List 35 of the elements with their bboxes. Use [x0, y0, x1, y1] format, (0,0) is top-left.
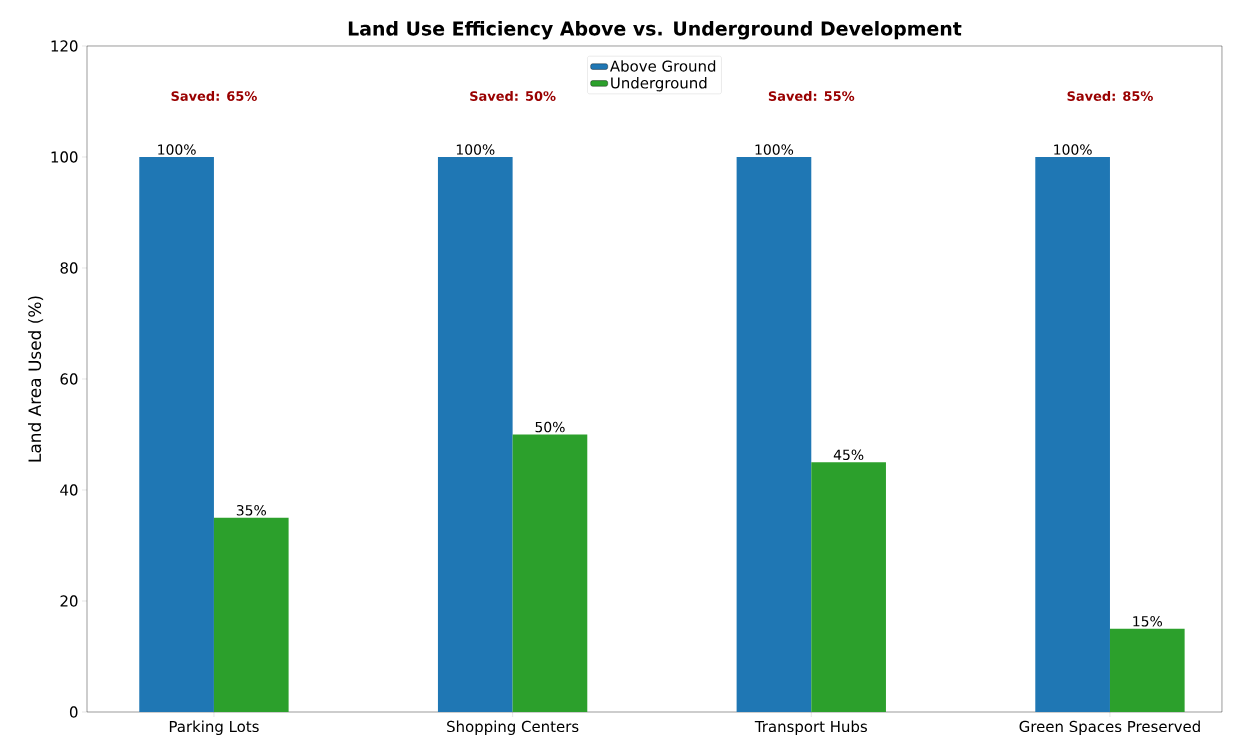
y-tick-label: 0 [69, 706, 78, 718]
y-tick-label: 40 [60, 484, 78, 496]
data-label: 50% [535, 421, 565, 433]
bar [1109, 628, 1185, 712]
bar [139, 156, 214, 712]
y-axis-title: Land Area Used (%) [28, 296, 44, 462]
x-tick-label: Transport Hubs [754, 720, 867, 735]
x-tick-label: Green Spaces Preserved [1019, 720, 1200, 735]
data-label: 100% [755, 144, 794, 155]
bar [736, 156, 812, 712]
y-tick-label: 100 [51, 151, 78, 163]
bar [1035, 156, 1110, 712]
bar [213, 517, 289, 712]
y-tick-label: 60 [60, 373, 78, 385]
annotation: Saved: 50% [470, 90, 556, 101]
bar [437, 156, 513, 712]
y-tick-label: 80 [60, 262, 78, 274]
bar [811, 462, 886, 712]
legend-label: Underground [611, 77, 707, 92]
bar [512, 434, 588, 712]
y-tick-label: 120 [51, 40, 78, 52]
annotation: Saved: 85% [1067, 90, 1153, 101]
data-label: 100% [1054, 144, 1092, 155]
x-tick-label: Shopping Centers [447, 720, 579, 735]
legend-label: Above Ground [609, 60, 716, 72]
annotation: Saved: 55% [768, 90, 855, 101]
chart-title: Land Use Efficiency Above vs. Underground Development [348, 21, 962, 40]
data-label: 100% [456, 144, 495, 155]
x-tick-label: Parking Lots [169, 720, 259, 735]
annotation: Saved: 65% [171, 90, 257, 101]
data-label: 45% [833, 449, 864, 461]
y-tick-label: 20 [60, 595, 78, 607]
data-label: 35% [236, 504, 266, 516]
data-label: 15% [1133, 615, 1163, 627]
data-label: 100% [158, 144, 196, 155]
